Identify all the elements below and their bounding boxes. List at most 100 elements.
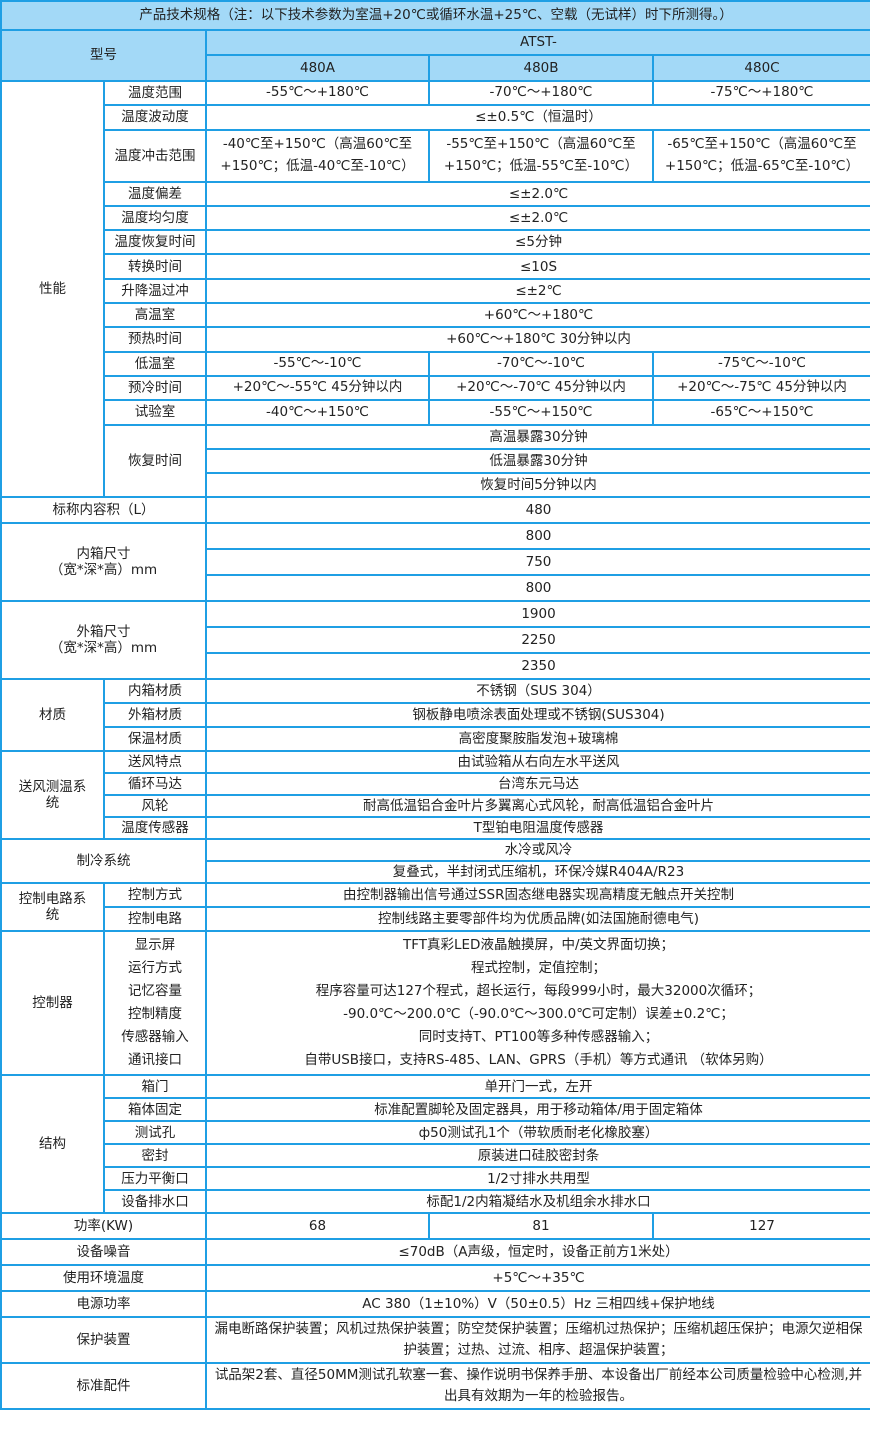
row-value: 高密度聚胺脂发泡+玻璃棉 [205,726,870,753]
section-label: 使用环境温度 [0,1264,207,1293]
table-row: 2350 [1,652,870,681]
table-row: 标准配件 试品架2套、直径50MM测试孔软塞一套、操作说明书保养手册、本设备出厂前… [0,1362,870,1411]
table-row: 控制电路系统控制方式 由控制器输出信号通过SSR固态继电器实现高精度无触点开关控制 [0,882,870,933]
row-value: 81 [428,1212,654,1241]
row-label: 通讯接口 [128,1052,182,1069]
row-value: ≤10S [205,253,870,280]
section-label: 电源功率 [0,1290,207,1319]
row-value: -70℃～-10℃ [428,350,654,377]
row-value: +60℃～+180℃ [205,302,870,329]
table-row: 设备排水口 标配1/2内箱凝结水及机组余水排水口 [1,1189,870,1215]
table-row: 恢复时间5分钟以内 [1,472,870,499]
section-label-line: 功率(KW) [73,1218,134,1235]
row-label: 温度均匀度 [103,204,207,232]
table-row: 2250 [1,626,870,655]
table-row: 电源功率 AC 380（1±10%）V（50±0.5）Hz 三相四线+保护地线 [0,1290,870,1319]
row-label: 控制电路 [103,906,207,933]
table-row: 材质 内箱材质 不锈钢（SUS 304） [0,678,870,753]
section-label-line: 外箱尺寸 [76,624,131,641]
row-value: ≤5分钟 [205,229,870,256]
table-row: 性能 温度范围 -55℃～+180℃ -70℃～+180℃ -75℃～+180℃ [0,79,870,499]
table-row: 使用环境温度 +5℃～+35℃ [0,1264,870,1293]
row-label: 控制方式 [103,882,207,909]
row-label: 预冷时间 [103,374,207,402]
table-row: 温度偏差 ≤±2.0℃ [1,180,870,207]
section-label: 结构 [0,1074,105,1215]
row-label: 温度偏差 [103,180,207,207]
row-value: -55℃～+150℃ [428,399,654,426]
table-row: 480A 480B 480C [1,54,870,82]
row-label: 高温室 [103,302,207,329]
table-row: 循环马达 台湾东元马达 [1,772,870,797]
row-label: 低温室 [103,350,207,377]
section-label: 功率(KW) [0,1212,207,1241]
row-label: 温度冲击范围 [103,128,207,183]
row-value: 不锈钢（SUS 304） [205,678,870,705]
section-label: 标称内容积（L） [0,496,207,525]
row-value: +20℃～-70℃ 45分钟以内 [428,374,654,402]
row-label: 测试孔 [103,1120,207,1146]
section-label-line: 电源功率 [76,1296,131,1313]
row-value: 复叠式，半封闭式压缩机，环保冷媒R404A/R23 [205,860,870,885]
row-label: 温度传感器 [103,816,207,841]
table-row: 转换时间 ≤10S [1,253,870,280]
table-row: 预热时间 +60℃～+180℃ 30分钟以内 [1,326,870,353]
row-label: 箱体固定 [103,1097,207,1123]
row-value: -55℃至+150℃（高温60℃至+150℃；低温-55℃至-10℃） [428,128,654,183]
table-row: 试验室 -40℃～+150℃ -55℃～+150℃ -65℃～+150℃ [1,399,870,426]
row-label: 记忆容量 [128,983,182,1000]
table-title: 产品技术规格（注：以下技术参数为室温+20℃或循环水温+25℃、空载（无试样）时… [0,0,870,31]
table-row: 内箱尺寸 （宽*深*高）mm 800 [0,522,870,603]
row-value: 试品架2套、直径50MM测试孔软塞一套、操作说明书保养手册、本设备出厂前经本公司… [205,1362,870,1411]
row-value: ≤±2℃ [205,277,870,305]
section-label: 外箱尺寸 （宽*深*高）mm [0,600,207,681]
section-label-line: 送风测温系 [18,779,87,796]
section-label-line: 统 [45,907,60,924]
row-value: 控制线路主要零部件均为优质品牌(如法国施耐德电气) [205,906,870,933]
row-value: 1/2寸排水共用型 [205,1166,870,1192]
row-value: 低温暴露30分钟 [205,447,870,475]
row-value: +20℃～-75℃ 45分钟以内 [652,374,870,402]
row-value: 同时支持T、PT100等多种传感器输入； [418,1029,659,1046]
row-value: 800 [205,574,870,603]
section-label-line: 保护装置 [76,1332,131,1349]
row-label: 温度恢复时间 [103,229,207,256]
row-label: 风轮 [103,794,207,819]
model-label: 型号 [0,29,207,82]
row-label: 温度范围 [103,79,207,107]
row-label: 升降温过冲 [103,277,207,305]
section-label-line: 标称内容积（L） [52,502,155,519]
row-label: 温度波动度 [103,104,207,131]
table-row: 低温暴露30分钟 [1,447,870,475]
section-label: 控制电路系统 [0,882,105,933]
row-label: 密封 [103,1143,207,1169]
row-value: 750 [205,548,870,577]
section-label: 标准配件 [0,1362,207,1411]
row-label: 显示屏 [134,937,176,954]
table-row: 750 [1,548,870,577]
row-value: -55℃～+180℃ [205,79,430,107]
row-value: ≤±0.5℃（恒温时） [205,104,870,131]
row-value: -40℃～+150℃ [205,399,430,426]
row-value: 漏电断路保护装置；风机过热保护装置；防空焚保护装置；压缩机过热保护；压缩机超压保… [205,1316,870,1365]
table-row: 温度波动度 ≤±0.5℃（恒温时） [1,104,870,131]
row-value: 自带USB接口，支持RS-485、LAN、GPRS（手机）等方式通讯 （软体另购… [304,1052,773,1069]
row-value: 68 [205,1212,430,1241]
row-value: 由控制器输出信号通过SSR固态继电器实现高精度无触点开关控制 [205,882,870,909]
row-label: 恢复时间 [103,423,207,499]
row-value: 水冷或风冷 [205,838,870,863]
model-name: 480B [428,54,654,82]
row-value: 台湾东元马达 [205,772,870,797]
table-row: 控制器 显示屏 运行方式 记忆容量 控制精度 传感器输入 通讯接口 TFT真彩LED液晶触摸屏… [0,930,870,1077]
row-value: -65℃～+150℃ [652,399,870,426]
section-label-line: （宽*深*高）mm [49,562,158,579]
row-value: -65℃至+150℃（高温60℃至+150℃；低温-65℃至-10℃） [652,128,870,183]
table-row: 产品技术规格（注：以下技术参数为室温+20℃或循环水温+25℃、空载（无试样）时… [0,0,870,31]
table-row: 保护装置 漏电断路保护装置；风机过热保护装置；防空焚保护装置；压缩机过热保护；压缩… [0,1316,870,1365]
row-value: 标准配置脚轮及固定器具，用于移动箱体/用于固定箱体 [205,1097,870,1123]
table-row: 外箱材质 钢板静电喷涂表面处理或不锈钢(SUS304) [1,702,870,729]
table-row: 送风测温系统送风特点 由试验箱从右向左水平送风 [0,750,870,841]
table-row: 恢复时间 高温暴露30分钟 [1,423,870,499]
row-value: -75℃～+180℃ [652,79,870,107]
